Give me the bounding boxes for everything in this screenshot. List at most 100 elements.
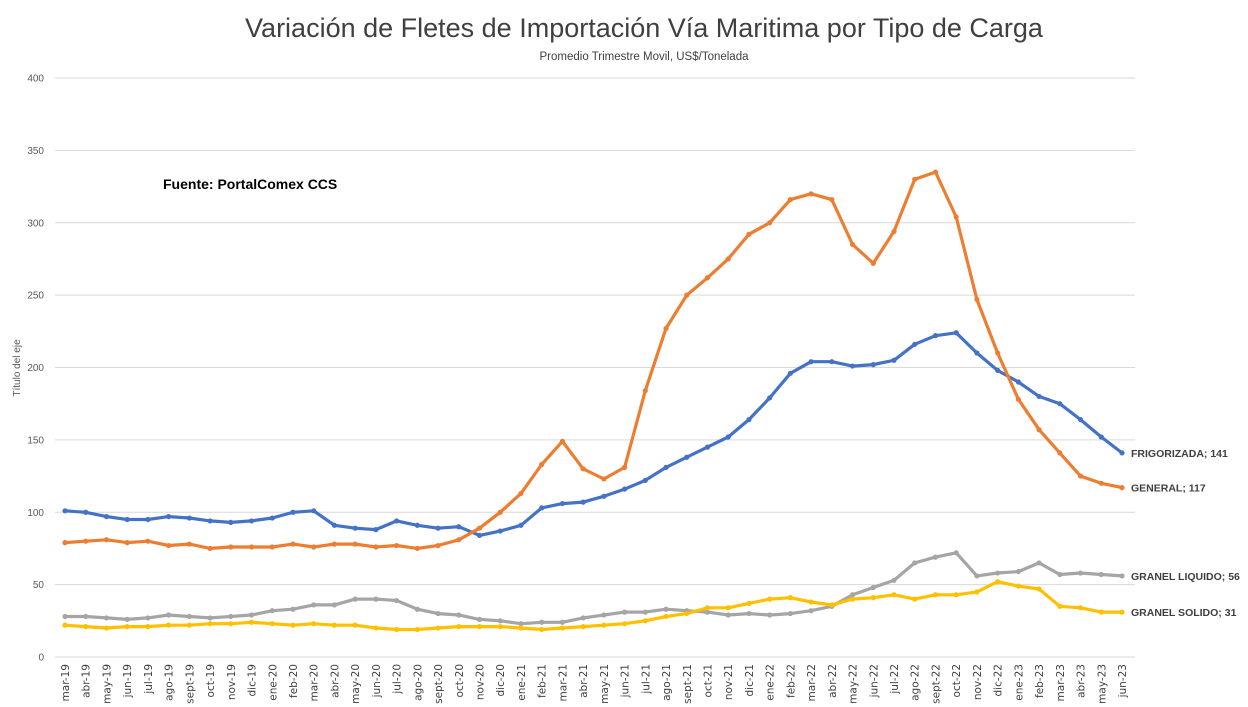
data-point — [953, 214, 959, 220]
x-tick-label: oct-21 — [702, 664, 714, 697]
data-point — [124, 616, 130, 622]
y-tick-label: 350 — [27, 146, 44, 157]
data-point — [62, 540, 68, 546]
data-point — [373, 544, 379, 550]
data-point — [559, 438, 566, 444]
x-tick-label: mar-19 — [60, 664, 72, 701]
x-tick-label: may-22 — [848, 664, 860, 704]
data-point — [995, 350, 1001, 356]
x-tick-label: jun-21 — [620, 664, 632, 698]
y-axis-title: Título del eje — [12, 339, 23, 397]
data-point — [621, 621, 628, 627]
data-point — [394, 626, 400, 633]
data-point — [580, 624, 586, 630]
data-point — [953, 592, 959, 598]
y-axis-ticks: 0 50 100 150 200 250 300 350 400 — [27, 74, 44, 664]
data-point — [974, 573, 980, 579]
data-point — [663, 464, 669, 470]
data-point — [124, 624, 130, 630]
data-point — [248, 612, 255, 618]
data-point — [207, 621, 213, 627]
data-point — [166, 513, 172, 520]
data-point — [974, 350, 980, 356]
data-point — [269, 515, 275, 521]
data-point — [849, 596, 856, 602]
data-point — [849, 592, 856, 598]
data-point — [1119, 450, 1125, 456]
data-point — [912, 341, 918, 347]
data-point — [311, 508, 317, 514]
data-point — [414, 522, 420, 528]
data-point — [829, 359, 835, 365]
data-point — [414, 545, 420, 552]
series-line — [63, 331, 1124, 538]
x-tick-label: jul-19 — [143, 664, 155, 695]
data-point — [476, 525, 483, 531]
data-point — [103, 537, 110, 543]
data-point — [621, 486, 628, 492]
x-tick-label: ago-21 — [661, 664, 673, 701]
data-point — [870, 584, 876, 591]
x-tick-label: nov-22 — [972, 664, 984, 700]
data-point — [891, 592, 897, 598]
data-point — [725, 256, 731, 262]
data-point — [539, 461, 545, 468]
data-point — [497, 509, 503, 515]
data-point — [725, 612, 731, 618]
end-data-label: GRANEL SOLIDO; 31 — [1131, 607, 1237, 619]
data-point — [559, 619, 566, 625]
x-tick-label: abr-22 — [827, 664, 839, 698]
chart-subtitle: Promedio Trimestre Movil, US$/Tonelada — [540, 51, 750, 63]
data-point — [103, 625, 110, 631]
data-point — [601, 612, 607, 618]
data-point — [103, 513, 110, 520]
data-point — [1015, 568, 1021, 575]
x-tick-label: jun-23 — [1117, 664, 1129, 698]
x-tick-label: oct-19 — [205, 664, 217, 697]
data-point — [767, 220, 773, 226]
data-point — [497, 624, 503, 630]
data-point — [414, 606, 420, 612]
data-point — [870, 260, 876, 266]
data-point — [145, 516, 151, 523]
data-point — [186, 541, 192, 547]
x-tick-label: feb-22 — [785, 664, 797, 698]
data-point — [435, 625, 441, 631]
data-point — [684, 610, 690, 617]
data-point — [932, 169, 939, 175]
data-point — [1077, 473, 1084, 479]
y-tick-label: 150 — [27, 435, 44, 446]
x-tick-label: jun-20 — [371, 664, 383, 698]
data-point — [932, 333, 939, 339]
data-point — [1098, 609, 1104, 615]
series-line — [63, 580, 1124, 632]
data-point — [1057, 450, 1063, 456]
data-point — [145, 624, 151, 630]
data-point — [580, 499, 586, 505]
x-tick-label: ene-21 — [516, 664, 528, 701]
data-point — [912, 596, 918, 602]
data-point — [808, 608, 814, 614]
data-point — [456, 524, 462, 530]
data-point — [912, 560, 918, 566]
series-frigorizada — [62, 330, 1125, 539]
data-point — [1057, 401, 1063, 407]
data-point — [331, 522, 338, 528]
data-point — [83, 624, 89, 630]
series-group — [62, 169, 1125, 633]
data-point — [539, 505, 545, 511]
data-point — [912, 176, 918, 182]
data-point — [539, 626, 545, 633]
data-point — [787, 370, 793, 376]
gridlines — [55, 77, 1135, 658]
data-point — [373, 625, 379, 631]
data-point — [518, 625, 524, 631]
data-point — [248, 518, 255, 524]
data-point — [124, 516, 130, 523]
data-point — [186, 622, 192, 628]
data-point — [891, 228, 897, 235]
x-tick-label: jul-20 — [392, 664, 404, 695]
data-point — [435, 542, 441, 549]
data-point — [331, 622, 338, 628]
x-tick-label: sept-20 — [433, 664, 445, 704]
